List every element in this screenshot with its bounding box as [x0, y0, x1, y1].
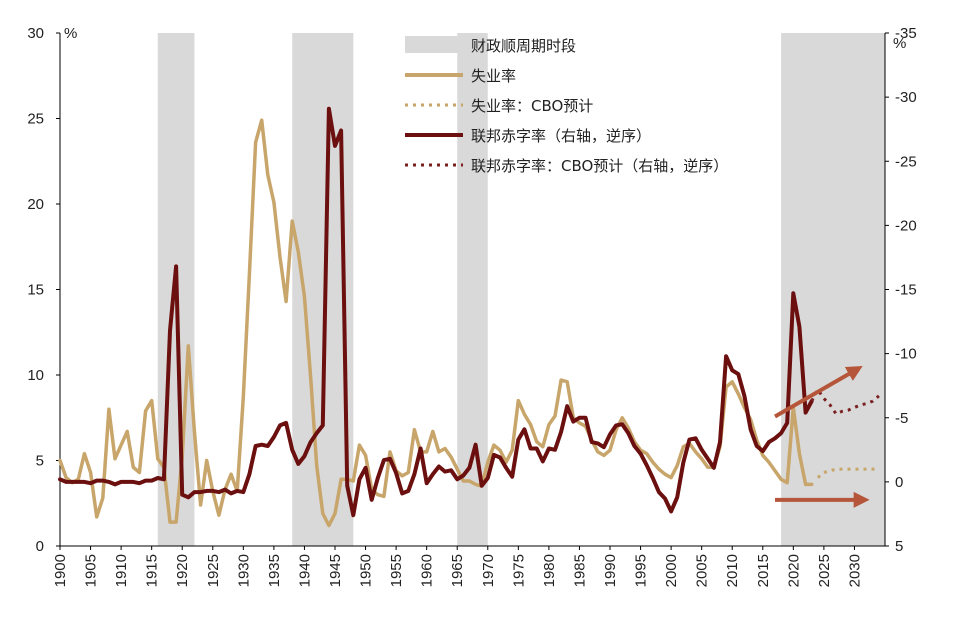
x-tick-label: 1925	[205, 554, 222, 587]
x-tick-label: 1980	[541, 554, 558, 587]
x-tick-label: 1975	[510, 554, 527, 587]
legend-swatch	[405, 36, 463, 53]
x-tick-label: 1945	[327, 554, 344, 587]
x-tick-label: 1900	[52, 554, 69, 587]
right-tick-label: -25	[895, 153, 917, 170]
x-tick-label: 1950	[358, 554, 375, 587]
left-tick-label: 25	[27, 111, 44, 128]
x-tick-label: 2020	[785, 554, 802, 587]
left-tick-label: 30	[27, 25, 44, 42]
left-tick-label: 0	[36, 538, 44, 555]
x-tick-label: 2000	[663, 554, 680, 587]
x-tick-label: 1940	[296, 554, 313, 587]
shaded-period	[781, 33, 885, 546]
x-tick-label: 2025	[816, 554, 833, 587]
left-axis-unit: %	[64, 25, 77, 42]
right-tick-label: -15	[895, 282, 917, 299]
x-tick-label: 1990	[602, 554, 619, 587]
left-tick-label: 10	[27, 367, 44, 384]
x-tick-label: 1930	[235, 554, 252, 587]
right-tick-label: -35	[895, 25, 917, 42]
legend-label: 失业率：CBO预计	[471, 97, 593, 115]
x-tick-label: 2010	[724, 554, 741, 587]
legend-label: 联邦赤字率（右轴，逆序）	[471, 127, 651, 145]
arrow-annotations	[774, 366, 870, 508]
legend-label: 失业率	[471, 67, 516, 85]
x-tick-label: 1905	[83, 554, 100, 587]
legend-label: 财政顺周期时段	[471, 37, 576, 55]
x-tick-label: 1935	[266, 554, 283, 587]
right-tick-label: -30	[895, 89, 917, 106]
x-tick-label: 1970	[480, 554, 497, 587]
right-tick-label: 5	[895, 538, 903, 555]
right-tick-label: -20	[895, 217, 917, 234]
x-tick-label: 2005	[694, 554, 711, 587]
x-tick-label: 1985	[571, 554, 588, 587]
x-tick-label: 2030	[846, 554, 863, 587]
series-lines	[58, 106, 880, 528]
right-tick-label: 0	[895, 474, 903, 491]
series-line	[58, 106, 814, 518]
right-tick-label: -5	[895, 410, 908, 427]
x-tick-label: 2015	[755, 554, 772, 587]
right-tick-label: -10	[895, 346, 917, 363]
left-tick-label: 15	[27, 282, 44, 299]
x-tick-label: 1915	[144, 554, 161, 587]
legend-label: 联邦赤字率：CBO预计（右轴，逆序）	[471, 157, 728, 175]
x-tick-label: 1910	[113, 554, 130, 587]
x-tick-label: 1995	[633, 554, 650, 587]
x-tick-label: 1920	[174, 554, 191, 587]
x-tick-label: 1955	[388, 554, 405, 587]
x-tick-label: 1960	[419, 554, 436, 587]
series-line	[816, 467, 879, 479]
trend-arrow	[774, 366, 863, 419]
left-tick-label: 20	[27, 196, 44, 213]
left-tick-label: 5	[36, 453, 44, 470]
x-tick-label: 1965	[449, 554, 466, 587]
right-axis-unit: %	[893, 35, 906, 52]
